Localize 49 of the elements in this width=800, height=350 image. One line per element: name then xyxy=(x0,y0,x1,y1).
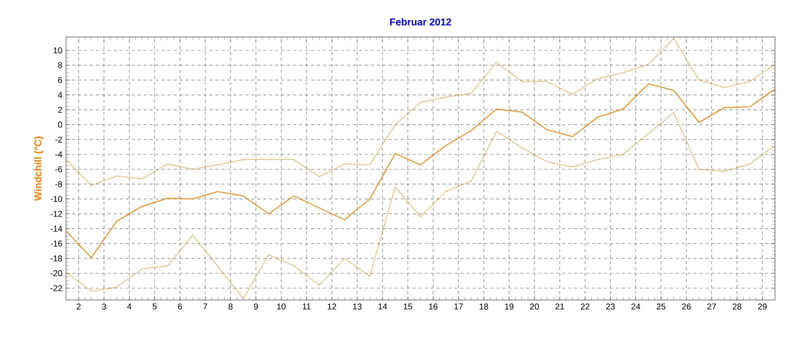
x-tick-label: 26 xyxy=(682,304,691,310)
x-tick-label: 25 xyxy=(656,304,666,310)
x-tick-label: 9 xyxy=(254,304,258,310)
x-tick-label: 28 xyxy=(732,304,742,310)
x-tick-label: 4 xyxy=(127,304,132,310)
x-tick-label: 2 xyxy=(76,304,81,310)
y-tick-label: -4 xyxy=(55,151,62,158)
x-tick-label: 17 xyxy=(454,304,463,310)
x-tick-label: 5 xyxy=(152,304,157,310)
y-tick-label: -8 xyxy=(55,181,62,188)
y-tick-label: 2 xyxy=(58,106,62,113)
y-tick-label: -12 xyxy=(50,210,62,217)
x-tick-label: 22 xyxy=(580,304,590,310)
x-tick-label: 27 xyxy=(707,304,716,310)
chart-title: Februar 2012 xyxy=(390,18,452,26)
y-tick-label: -16 xyxy=(50,240,62,247)
y-tick-label: -14 xyxy=(50,226,62,232)
x-tick-label: 15 xyxy=(404,304,412,310)
y-tick-label: -22 xyxy=(50,285,62,292)
y-tick-label: 6 xyxy=(58,77,62,84)
x-tick-label: 14 xyxy=(378,304,387,310)
x-tick-label: 10 xyxy=(277,304,286,310)
x-tick-label: 11 xyxy=(302,304,311,310)
y-tick-label: -6 xyxy=(55,166,62,172)
x-tick-label: 29 xyxy=(758,304,767,310)
x-tick-label: 23 xyxy=(606,304,615,310)
x-tick-label: 12 xyxy=(328,304,336,310)
x-tick-label: 20 xyxy=(530,304,539,310)
y-tick-label: -18 xyxy=(50,255,62,262)
x-tick-label: 24 xyxy=(631,304,640,310)
x-tick-label: 8 xyxy=(228,304,233,310)
x-tick-label: 13 xyxy=(353,304,362,310)
x-tick-label: 6 xyxy=(178,304,182,310)
y-tick-label: -2 xyxy=(55,136,62,142)
y-tick-label: -10 xyxy=(50,196,62,202)
x-tick-label: 3 xyxy=(102,304,106,310)
line-series xyxy=(66,83,776,258)
x-tick-label: 21 xyxy=(555,304,564,310)
y-tick-label: 8 xyxy=(58,62,62,68)
y-tick-label: -20 xyxy=(50,270,62,276)
line-series xyxy=(66,112,776,299)
x-tick-label: 7 xyxy=(203,304,208,310)
y-tick-label: 0 xyxy=(58,122,62,128)
y-tick-label: 10 xyxy=(54,47,62,54)
x-tick-label: 16 xyxy=(429,304,438,310)
y-tick-label: 4 xyxy=(58,92,62,98)
x-tick-label: 19 xyxy=(505,304,514,310)
y-axis-title: Windchill (°C) xyxy=(34,136,44,201)
x-tick-label: 18 xyxy=(480,304,488,310)
